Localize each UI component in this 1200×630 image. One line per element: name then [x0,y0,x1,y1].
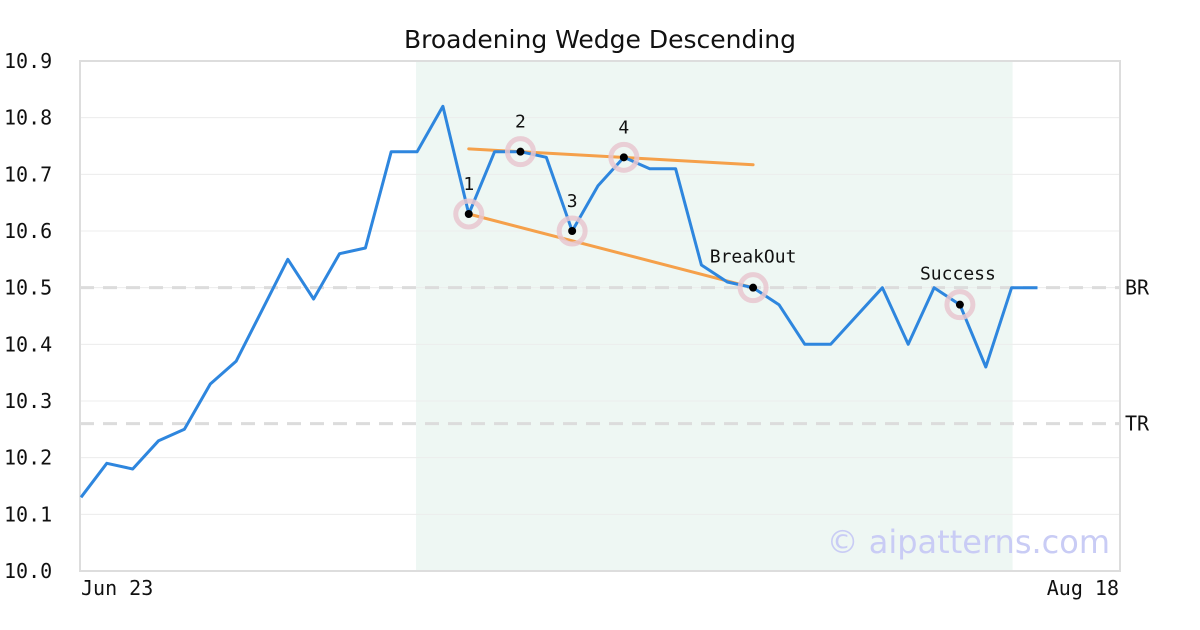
y-tick-label: 10.0 [4,559,52,583]
x-tick-label: Aug 18 [1047,576,1119,600]
point-marker-ring [453,198,485,230]
y-tick-label: 10.5 [4,276,52,300]
point-marker [568,227,577,235]
x-axis-ticks: Jun 23 Aug 18 [81,576,1119,600]
point-marker-ring [737,272,769,304]
chart-title: Broadening Wedge Descending [404,25,796,54]
level-label: TR [1125,412,1150,436]
y-tick-label: 10.7 [4,162,52,186]
y-tick-label: 10.3 [4,389,52,413]
point-marker-ring [556,215,588,247]
y-tick-label: 10.4 [4,332,52,356]
point-marker [749,283,758,292]
point-marker-ring [944,289,976,321]
point-label: Success [920,264,996,285]
price-line [79,104,1038,499]
watermark: © aipatterns.com [827,523,1110,561]
level-lines [80,286,1120,426]
pattern-region [416,61,1013,571]
point-marker-ring [504,136,536,168]
y-tick-label: 10.9 [4,49,52,73]
point-marker [464,210,473,218]
trendline [467,212,755,290]
point-marker-ring [608,141,640,173]
pattern-points: 1 2 3 4 BreakOut Success [453,112,996,321]
y-axis-ticks: 10.0 10.1 10.2 10.3 10.4 10.5 10.6 10.7 10.8 10.9 [4,49,52,583]
point-label: 1 [463,174,474,195]
point-marker [955,300,964,309]
point-label: 2 [515,112,526,133]
point-label: 4 [618,117,629,138]
y-tick-label: 10.2 [4,446,52,470]
point-marker [516,147,525,156]
level-label: BR [1125,276,1150,300]
point-label: 3 [567,191,578,212]
y-tick-label: 10.6 [4,219,52,243]
plot-frame [79,60,1121,572]
point-label: BreakOut [710,247,797,268]
y-tick-label: 10.1 [4,502,52,526]
y-tick-label: 10.8 [4,106,52,130]
x-tick-label: Jun 23 [81,576,153,600]
point-marker [619,153,628,162]
